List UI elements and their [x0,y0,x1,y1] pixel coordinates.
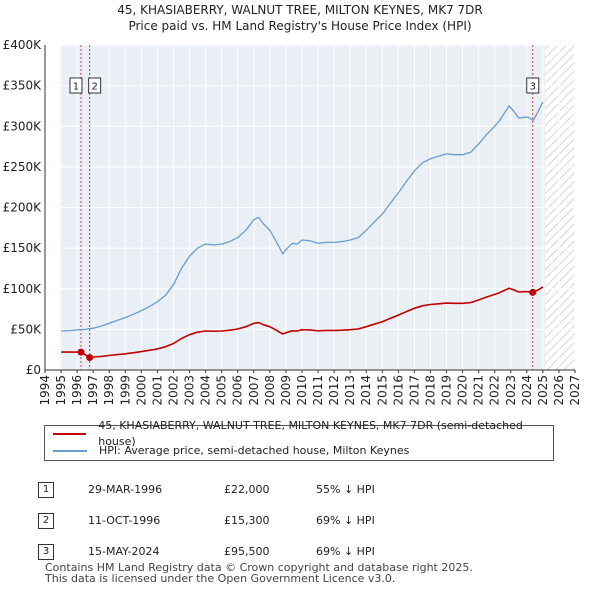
footer-line-1: Contains HM Land Registry data © Crown c… [45,561,473,574]
property-series-line [61,286,544,359]
x-tick-label: 2018 [423,375,437,406]
y-tick-label: £50K [10,322,42,336]
x-tick-label: 2001 [150,375,164,406]
chart-title: 45, KHASIABERRY, WALNUT TREE, MILTON KEY… [117,3,483,17]
transaction-point [86,354,94,362]
legend-item-hpi: HPI: Average price, semi-detached house,… [53,443,409,459]
x-tick-label: 2026 [552,375,566,406]
transaction-hpi-diff: 69% ↓ HPI [316,514,375,527]
x-tick-label: 2014 [359,375,373,406]
x-tick-label: 2027 [568,375,582,406]
y-tick-label: £100K [3,282,43,296]
x-tick-label: 2012 [327,375,341,406]
transaction-point [77,348,85,356]
x-tick-label: 1998 [102,375,116,406]
transaction-price: £15,300 [224,514,270,527]
transaction-hpi-diff: 55% ↓ HPI [316,483,375,496]
transaction-label-box [88,77,102,94]
x-tick-label: 2022 [488,375,502,406]
x-tick-label: 2000 [134,375,148,406]
table-row: 2 11-OCT-1996 £15,300 69% ↓ HPI [38,505,426,536]
x-tick-label: 2007 [247,375,261,406]
x-tick-label: 2021 [472,375,486,406]
transaction-label-box [526,77,540,94]
legend-item-property: 45, KHASIABERRY, WALNUT TREE, MILTON KEY… [53,419,553,448]
transaction-label: 1 [73,82,79,93]
footer-line-2: This data is licensed under the Open Gov… [45,572,396,585]
x-tick-label: 2011 [311,375,325,406]
x-tick-label: 2008 [263,375,277,406]
footer-copyright: Contains HM Land Registry data © Crown c… [45,562,473,584]
transaction-label: 2 [91,82,97,93]
table-row: 3 15-MAY-2024 £95,500 69% ↓ HPI [38,536,426,567]
chart-legend: 45, KHASIABERRY, WALNUT TREE, MILTON KEY… [44,419,554,461]
y-tick-label: £400K [3,38,43,52]
x-tick-label: 2019 [440,375,454,406]
transaction-number-badge: 1 [38,481,54,498]
y-tick-label: £300K [3,119,43,133]
x-tick-label: 2017 [407,375,421,406]
chart-subtitle: Price paid vs. HM Land Registry's House … [128,19,472,33]
transaction-label-box [69,77,83,94]
transaction-price: £95,500 [224,545,270,558]
x-tick-label: 2004 [199,375,213,406]
legend-swatch-property [53,433,87,435]
transaction-price: £22,000 [224,483,270,496]
y-tick-label: £150K [3,241,43,255]
x-tick-label: 1994 [38,375,52,406]
x-tick-label: 1997 [86,375,100,406]
transaction-date: 29-MAR-1996 [88,483,163,496]
transaction-point [529,288,537,296]
x-tick-label: 2013 [343,375,357,406]
transaction-date: 15-MAY-2024 [88,545,160,558]
transaction-label: 3 [530,82,536,93]
x-tick-label: 2005 [215,375,229,406]
legend-label-hpi: HPI: Average price, semi-detached house,… [99,444,410,457]
x-tick-label: 2009 [279,375,293,406]
transaction-date: 11-OCT-1996 [88,514,161,527]
x-tick-label: 2002 [166,375,180,406]
y-tick-label: £0 [26,363,41,377]
x-tick-label: 2025 [536,375,550,406]
x-tick-label: 2020 [456,375,470,406]
transactions-table: 1 29-MAR-1996 £22,000 55% ↓ HPI 2 11-OCT… [38,474,426,567]
x-tick-label: 2003 [183,375,197,406]
x-tick-label: 1996 [70,375,84,406]
price-chart: 1 2 3 £0 £50K £100K £150K £200K £250K £300K £350K £… [3,38,582,406]
x-tick-label: 2015 [375,375,389,406]
y-tick-label: £200K [3,201,43,215]
x-tick-label: 2006 [231,375,245,406]
y-tick-label: £350K [3,79,43,93]
x-tick-label: 2016 [391,375,405,406]
x-tick-label: 1995 [54,375,68,406]
legend-swatch-hpi [53,450,87,452]
transaction-hpi-diff: 69% ↓ HPI [316,545,375,558]
transaction-number-badge: 2 [38,512,54,529]
transaction-number-badge: 3 [38,543,54,560]
x-tick-label: 2023 [504,375,518,406]
x-tick-label: 2010 [295,375,309,406]
legend-label-property: 45, KHASIABERRY, WALNUT TREE, MILTON KEY… [98,419,523,448]
x-tick-label: 1999 [118,375,132,406]
y-tick-label: £250K [3,160,43,174]
table-row: 1 29-MAR-1996 £22,000 55% ↓ HPI [38,474,426,505]
x-tick-label: 2024 [520,375,534,406]
hpi-series-line [61,101,544,332]
